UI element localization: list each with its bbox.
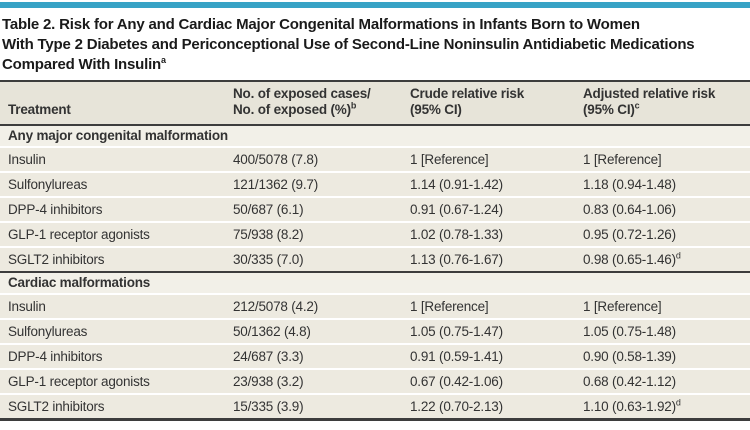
exposed-cell: 50/687 (6.1): [233, 202, 304, 217]
column-header-crude-rr: Crude relative risk (95% CI): [410, 86, 525, 117]
adjusted-rr-cell: 0.98 (0.65-1.46)d: [583, 250, 681, 267]
adjusted-rr-cell: 1.10 (0.63-1.92)d: [583, 397, 681, 414]
treatment-cell: GLP-1 receptor agonists: [8, 227, 150, 242]
adjusted-rr-cell: 0.95 (0.72-1.26): [583, 227, 676, 242]
adjusted-rr-cell: 1 [Reference]: [583, 299, 662, 314]
adjusted-rr-cell: 1.18 (0.94-1.48): [583, 177, 676, 192]
crude-rr-cell: 1 [Reference]: [410, 152, 489, 167]
table-row: Insulin 212/5078 (4.2) 1 [Reference] 1 […: [0, 295, 750, 320]
table-row: GLP-1 receptor agonists 75/938 (8.2) 1.0…: [0, 223, 750, 248]
treatment-cell: Insulin: [8, 299, 46, 314]
table-row: SGLT2 inhibitors 30/335 (7.0) 1.13 (0.76…: [0, 248, 750, 271]
table-row: DPP-4 inhibitors 24/687 (3.3) 0.91 (0.59…: [0, 345, 750, 370]
column-header-treatment: Treatment: [8, 102, 71, 117]
treatment-cell: SGLT2 inhibitors: [8, 399, 105, 414]
exposed-cell: 30/335 (7.0): [233, 252, 304, 267]
footnote-marker-c: c: [634, 100, 640, 111]
column-header-exposed: No. of exposed cases/ No. of exposed (%)…: [233, 86, 371, 117]
treatment-cell: DPP-4 inhibitors: [8, 349, 103, 364]
table-row: SGLT2 inhibitors 15/335 (3.9) 1.22 (0.70…: [0, 395, 750, 418]
treatment-cell: GLP-1 receptor agonists: [8, 374, 150, 389]
exposed-cell: 121/1362 (9.7): [233, 177, 319, 192]
treatment-cell: Insulin: [8, 152, 46, 167]
exposed-cell: 75/938 (8.2): [233, 227, 304, 242]
footnote-marker-d: d: [675, 250, 681, 261]
exposed-cell: 212/5078 (4.2): [233, 299, 319, 314]
footnote-marker-b: b: [350, 100, 357, 111]
adjusted-rr-cell: 0.83 (0.64-1.06): [583, 202, 676, 217]
table-title-line-3: Compared With Insulina: [2, 55, 167, 74]
crude-rr-cell: 1.05 (0.75-1.47): [410, 324, 503, 339]
table-title-line-1: Table 2. Risk for Any and Cardiac Major …: [2, 16, 640, 33]
crude-rr-cell: 1.22 (0.70-2.13): [410, 399, 503, 414]
adjusted-rr-cell: 0.68 (0.42-1.12): [583, 374, 676, 389]
treatment-cell: DPP-4 inhibitors: [8, 202, 103, 217]
section-header-any-malformation: Any major congenital malformation: [0, 126, 750, 148]
section-header-cardiac-malformations: Cardiac malformations: [0, 273, 750, 295]
accent-top-bar: [0, 2, 750, 8]
column-header-row: Treatment No. of exposed cases/ No. of e…: [0, 82, 750, 124]
exposed-cell: 400/5078 (7.8): [233, 152, 319, 167]
adjusted-rr-cell: 1.05 (0.75-1.48): [583, 324, 676, 339]
adjusted-rr-cell: 0.90 (0.58-1.39): [583, 349, 676, 364]
crude-rr-cell: 1.13 (0.76-1.67): [410, 252, 503, 267]
crude-rr-cell: 1 [Reference]: [410, 299, 489, 314]
crude-rr-cell: 1.02 (0.78-1.33): [410, 227, 503, 242]
exposed-cell: 50/1362 (4.8): [233, 324, 311, 339]
rule-above-cardiac-section: [0, 271, 750, 273]
table-row: DPP-4 inhibitors 50/687 (6.1) 0.91 (0.67…: [0, 198, 750, 223]
crude-rr-cell: 0.91 (0.67-1.24): [410, 202, 503, 217]
table-row: Sulfonylureas 121/1362 (9.7) 1.14 (0.91-…: [0, 173, 750, 198]
treatment-cell: Sulfonylureas: [8, 324, 88, 339]
table-row: Sulfonylureas 50/1362 (4.8) 1.05 (0.75-1…: [0, 320, 750, 345]
rule-below-header: [0, 124, 750, 126]
treatment-cell: Sulfonylureas: [8, 177, 88, 192]
adjusted-rr-cell: 1 [Reference]: [583, 152, 662, 167]
footnote-marker-a: a: [161, 55, 167, 65]
crude-rr-cell: 0.91 (0.59-1.41): [410, 349, 503, 364]
crude-rr-cell: 1.14 (0.91-1.42): [410, 177, 503, 192]
exposed-cell: 15/335 (3.9): [233, 399, 304, 414]
footnote-marker-d: d: [675, 397, 681, 408]
treatment-cell: SGLT2 inhibitors: [8, 252, 105, 267]
exposed-cell: 24/687 (3.3): [233, 349, 304, 364]
table-title: Table 2. Risk for Any and Cardiac Major …: [0, 8, 750, 80]
column-header-adjusted-rr: Adjusted relative risk (95% CI)c: [583, 86, 716, 117]
table-row: Insulin 400/5078 (7.8) 1 [Reference] 1 […: [0, 148, 750, 173]
table-row: GLP-1 receptor agonists 23/938 (3.2) 0.6…: [0, 370, 750, 395]
table-title-line-2: With Type 2 Diabetes and Periconceptiona…: [2, 36, 695, 53]
rule-above-header: [0, 80, 750, 82]
crude-rr-cell: 0.67 (0.42-1.06): [410, 374, 503, 389]
rule-table-bottom: [0, 418, 750, 421]
exposed-cell: 23/938 (3.2): [233, 374, 304, 389]
